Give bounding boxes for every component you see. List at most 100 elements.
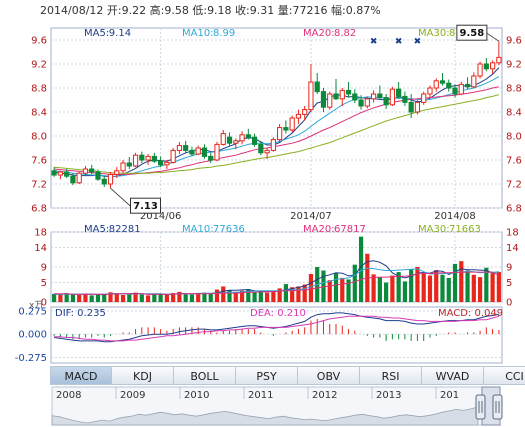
- volume-bar: [183, 294, 188, 302]
- macd-chart[interactable]: 0.275 0.000 -0.275 DIF: 0.235 DEA: 0.210 MAC…: [0, 303, 525, 365]
- candle-body: [446, 82, 452, 89]
- candle-body: [370, 93, 377, 100]
- candle-body: [208, 155, 214, 161]
- tab-macd[interactable]: MACD: [50, 366, 112, 385]
- open-value: 9.22: [121, 4, 147, 17]
- candle: [270, 137, 276, 152]
- volume-bar: [396, 272, 401, 302]
- tab-cci[interactable]: CCI: [484, 366, 525, 385]
- candle: [364, 96, 370, 109]
- candle-body: [327, 93, 333, 108]
- price-marker-icon: ✖: [395, 37, 403, 47]
- volume-bar: [83, 293, 88, 302]
- candle: [408, 94, 414, 118]
- price-ma-legend-value: 9.14: [109, 28, 131, 39]
- annotation-box: [130, 197, 162, 214]
- timeline-body: 2008 2009 2010 2011 2012 2013 201: [51, 386, 503, 426]
- quote-date: 2014/08/12: [40, 4, 104, 17]
- volume-ma-legend-label: MA10:: [182, 224, 214, 235]
- volume-ma-legend: MA5: 82281 MA10: 77636 MA20: 67817 MA30: 71663: [84, 224, 481, 235]
- candle-body: [176, 145, 183, 151]
- volume-ma20-line: [54, 271, 500, 295]
- timeline-year-label: 2009: [120, 390, 145, 401]
- candle-body: [421, 93, 427, 103]
- timeline-left-handle[interactable]: [475, 394, 486, 420]
- candle-body: [189, 149, 195, 155]
- timeline-navigator[interactable]: 2008 2009 2010 2011 2012 2013 201: [0, 385, 525, 427]
- tab-rsi[interactable]: RSI: [360, 366, 422, 385]
- volume-bar: [196, 293, 201, 302]
- candle: [452, 84, 458, 98]
- timeline-right-handle[interactable]: [492, 394, 503, 420]
- candle: [345, 82, 352, 98]
- timeline-year-label: 2012: [312, 390, 337, 401]
- candle: [490, 60, 496, 74]
- low-value: 9.18: [207, 4, 232, 17]
- volume-bar: [208, 293, 213, 302]
- volume-bar: [265, 292, 270, 302]
- annotation-label: 9.58: [460, 28, 485, 39]
- price-ytick-left: 6.8: [31, 204, 47, 215]
- price-marker-icon: ✖: [370, 37, 378, 47]
- candle: [377, 85, 383, 99]
- candle-body: [396, 88, 402, 97]
- high-value: 9.58: [164, 4, 189, 17]
- tab-obv[interactable]: OBV: [298, 366, 360, 385]
- candle-body: [477, 63, 483, 77]
- volume-ma-legend-label: MA5:: [84, 224, 109, 235]
- volume-bar: [427, 275, 433, 302]
- price-ma-legend-label: MA20:: [303, 28, 335, 39]
- price-ytick-right: 8.8: [506, 84, 522, 95]
- candle: [283, 120, 289, 134]
- volume-bar: [221, 286, 226, 302]
- price-marker-icon: ✖: [414, 37, 422, 47]
- volume-bar: [258, 291, 263, 302]
- candle: [433, 78, 439, 92]
- candle: [320, 88, 327, 112]
- candle-body: [270, 139, 276, 151]
- tab-wvad[interactable]: WVAD: [422, 366, 484, 385]
- volume-bar: [452, 263, 458, 302]
- candle: [483, 58, 489, 72]
- macd-ytick: 0.275: [18, 306, 47, 317]
- volume-bar: [377, 277, 382, 302]
- volume-bar: [333, 273, 339, 302]
- price-candles: [51, 41, 502, 189]
- timeline-year-label: 201: [440, 390, 459, 401]
- volume-bar: [290, 287, 295, 302]
- volume-bar: [302, 284, 307, 302]
- volume-bar: [471, 274, 476, 302]
- candle: [132, 152, 139, 168]
- candle: [76, 172, 82, 184]
- volume-bar: [214, 289, 220, 302]
- candle: [239, 131, 245, 145]
- candle-body: [358, 99, 364, 107]
- price-ytick-right: 7.2: [506, 180, 522, 191]
- candle-body: [490, 62, 496, 70]
- candle: [214, 142, 220, 162]
- volume-bar: [108, 292, 113, 302]
- candle: [107, 172, 114, 189]
- candle: [333, 79, 339, 100]
- candle-body: [164, 161, 170, 166]
- macd-dif-legend: DIF: 0.235: [55, 308, 106, 319]
- price-candlestick-chart[interactable]: 9.6 9.6 9.2 9.2 8.8 8.8 8.4 8.4 8.0 8.0 7.6 7.6 7.2 7…: [0, 18, 525, 238]
- tab-kdj[interactable]: KDJ: [112, 366, 174, 385]
- candle-body: [333, 93, 339, 100]
- annotation-leader: [110, 187, 131, 207]
- tab-boll[interactable]: BOLL: [174, 366, 236, 385]
- volume-ma-legend-value: 67817: [334, 224, 366, 235]
- volume-ma-legend-label: MA30:: [418, 224, 450, 235]
- candle: [383, 94, 389, 109]
- candle-body: [295, 113, 302, 119]
- candle: [496, 41, 502, 66]
- candle-body: [76, 172, 82, 184]
- candle-body: [64, 171, 70, 177]
- tab-psy[interactable]: PSY: [236, 366, 298, 385]
- candle: [183, 140, 189, 153]
- volume-bar: [246, 289, 251, 302]
- candle-body: [408, 101, 414, 113]
- timeline-history-area: [51, 406, 479, 426]
- price-frame: [50, 27, 503, 209]
